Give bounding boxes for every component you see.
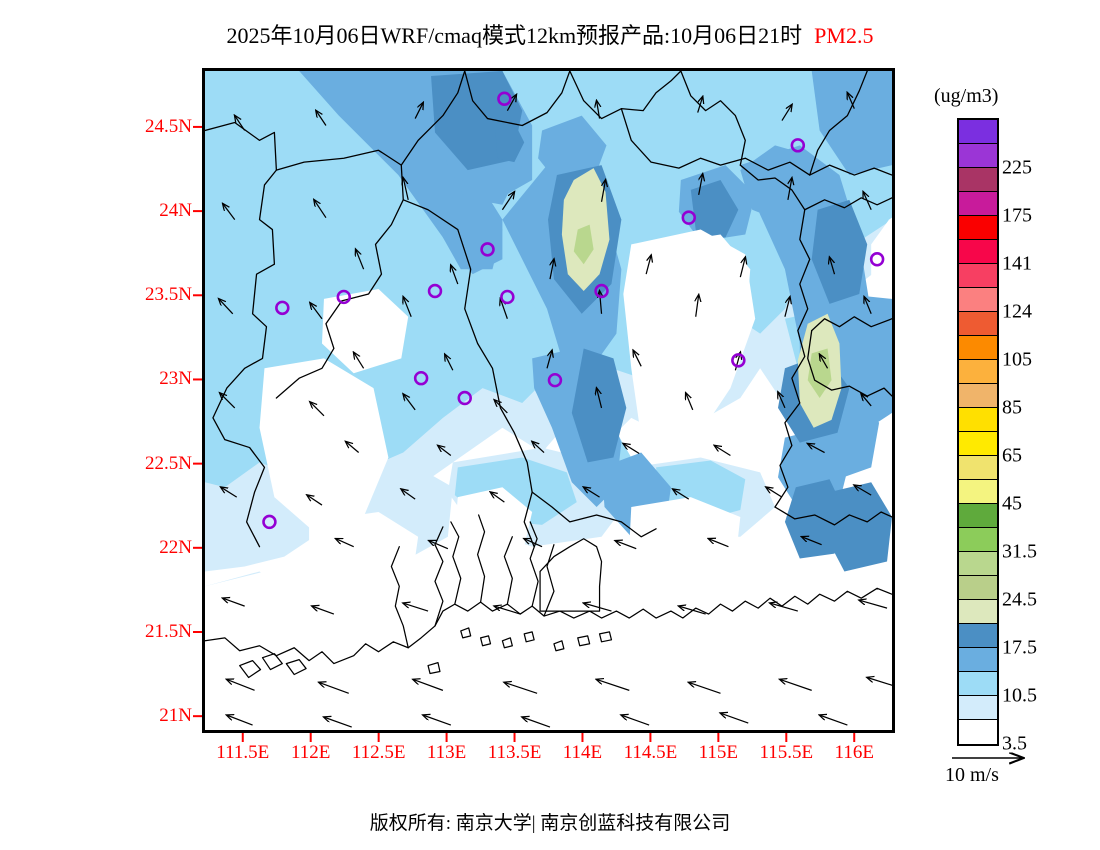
map-svg: [205, 71, 892, 730]
colorbar-tick-label: 225: [1002, 156, 1032, 179]
colorbar-band: [959, 432, 997, 456]
colorbar-tick-label: 31.5: [1002, 540, 1037, 563]
colorbar-tick-label: 85: [1002, 396, 1022, 419]
colorbar-band: [959, 480, 997, 504]
y-axis-label: 21.5N: [145, 620, 192, 642]
colorbar-band: [959, 264, 997, 288]
x-axis-label: 112E: [291, 742, 331, 763]
x-axis-label: 112.5E: [351, 742, 406, 763]
colorbar-tick-label: 124: [1002, 300, 1032, 323]
concentration-field: [205, 71, 892, 730]
wind-arrow-icon: [952, 742, 1100, 770]
colorbar-band: [959, 648, 997, 672]
colorbar-band: [959, 192, 997, 216]
colorbar-band: [959, 672, 997, 696]
colorbar-band: [959, 312, 997, 336]
province-boundaries: [205, 71, 892, 548]
colorbar-band: [959, 408, 997, 432]
x-axis-label: 115E: [698, 742, 739, 763]
y-axis-label: 24N: [159, 200, 192, 222]
colorbar-band: [959, 552, 997, 576]
colorbar-region: (ug/m3) 225 175 141 124 105 85 65 45 31.5 24.5 17.…: [920, 85, 1095, 755]
colorbar-band: [959, 528, 997, 552]
colorbar-tick-label: 3.5: [1002, 732, 1027, 755]
title-species-text: PM2.5: [814, 23, 874, 48]
colorbar-tick-label: 141: [1002, 252, 1032, 275]
colorbar-tick-label: 17.5: [1002, 636, 1037, 659]
colorbar-tick-label: 65: [1002, 444, 1022, 467]
x-axis-label: 116E: [834, 742, 874, 763]
y-axis-label: 23N: [159, 368, 192, 390]
colorbar-band: [959, 456, 997, 480]
colorbar-band: [959, 240, 997, 264]
colorbar-band: [959, 288, 997, 312]
colorbar-band: [959, 384, 997, 408]
wind-vectors: [219, 93, 892, 728]
colorbar-band: [959, 504, 997, 528]
x-axis-label: 113.5E: [487, 742, 542, 763]
x-axis-label: 115.5E: [759, 742, 814, 763]
x-axis-label: 111.5E: [216, 742, 270, 763]
colorbar-band: [959, 360, 997, 384]
colorbar-band: [959, 624, 997, 648]
copyright-footer: 版权所有: 南京大学| 南京创蓝科技有限公司: [369, 813, 731, 834]
title-main-text: 2025年10月06日WRF/cmaq模式12km预报产品:10月06日21时: [226, 23, 803, 48]
colorbar-band: [959, 216, 997, 240]
colorbar-tick-label: 175: [1002, 204, 1032, 227]
colorbar-band: [959, 600, 997, 624]
colorbar-band: [959, 336, 997, 360]
colorbar-band: [959, 144, 997, 168]
y-axis-label: 24.5N: [145, 115, 192, 137]
wind-scale-label: 10 m/s: [945, 764, 999, 786]
station-markers[interactable]: [262, 91, 885, 530]
wind-scale-legend: 10 m/s: [940, 742, 1090, 797]
coastline: [205, 514, 892, 679]
colorbar[interactable]: [957, 118, 999, 746]
colorbar-unit-label: (ug/m3): [934, 85, 999, 107]
y-axis-label: 22N: [159, 536, 192, 558]
y-axis-label: 21N: [159, 705, 192, 727]
colorbar-tick-label: 10.5: [1002, 684, 1037, 707]
colorbar-band: [959, 576, 997, 600]
colorbar-band: [959, 696, 997, 720]
colorbar-tick-label: 45: [1002, 492, 1022, 515]
colorbar-band: [959, 720, 997, 744]
colorbar-band: [959, 168, 997, 192]
map-plot-area[interactable]: [202, 68, 895, 733]
colorbar-tick-label: 105: [1002, 348, 1032, 371]
y-axis-label: 23.5N: [145, 284, 192, 306]
x-axis-label: 113E: [426, 742, 467, 763]
colorbar-tick-label: 24.5: [1002, 588, 1037, 611]
y-axis-label: 22.5N: [145, 452, 192, 474]
x-axis-label: 114E: [562, 742, 603, 763]
colorbar-band: [959, 120, 997, 144]
page-title: 2025年10月06日WRF/cmaq模式12km预报产品:10月06日21时 P…: [0, 18, 1100, 50]
x-axis-label: 114.5E: [623, 742, 678, 763]
